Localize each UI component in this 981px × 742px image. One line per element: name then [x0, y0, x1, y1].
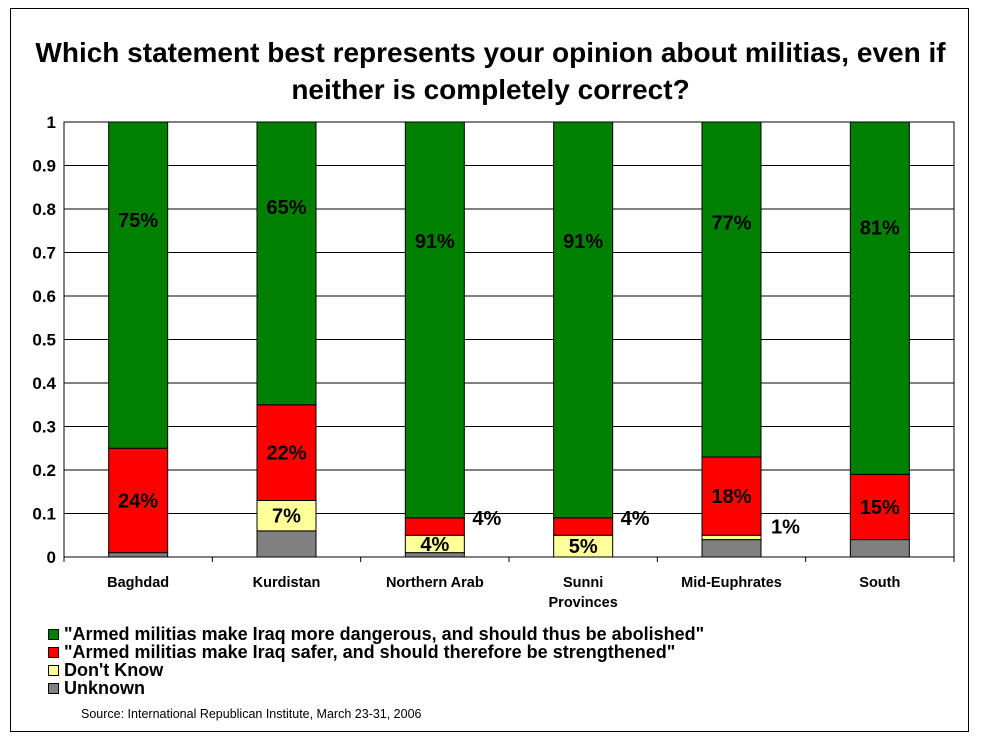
y-tick-label: 0.4	[32, 374, 56, 393]
legend-label-abolish: "Armed militias make Iraq more dangerous…	[64, 624, 705, 644]
bar-segment	[701, 121, 762, 458]
y-tick-label: 0	[47, 548, 56, 567]
chart-frame	[10, 8, 969, 732]
legend-swatch-yellow	[48, 664, 59, 676]
bar-segment	[553, 517, 614, 536]
legend-item-strengthen: "Armed militias make Iraq safer, and sho…	[48, 643, 704, 661]
x-category-label: Baghdad	[107, 575, 169, 591]
bar-segment	[849, 539, 910, 558]
data-label-dont-know: 1%	[771, 516, 800, 538]
y-tick-label: 0.5	[32, 331, 56, 350]
bar-segment	[701, 534, 762, 541]
data-label-strengthen: 4%	[621, 508, 650, 530]
x-category-label: Northern Arab	[386, 575, 484, 591]
y-tick-label: 0.6	[32, 287, 56, 306]
legend-swatch-green	[48, 628, 59, 640]
bar-segment	[256, 121, 317, 406]
data-label-abolish: 91%	[415, 231, 455, 253]
bar-segment	[108, 552, 169, 558]
y-tick-label: 0.2	[32, 461, 56, 480]
bar-segment	[849, 121, 910, 475]
legend-label-dont-know: Don't Know	[64, 660, 164, 680]
data-label-dont-know: 5%	[569, 536, 598, 558]
data-label-abolish: 75%	[118, 210, 158, 232]
bar-segment	[256, 530, 317, 558]
data-label-strengthen: 18%	[711, 486, 751, 508]
chart-legend: "Armed militias make Iraq more dangerous…	[48, 625, 704, 697]
bar-segment	[256, 404, 317, 501]
chart-title: Which statement best represents your opi…	[35, 37, 946, 105]
y-tick-label: 0.3	[32, 418, 56, 437]
legend-item-abolish: "Armed militias make Iraq more dangerous…	[48, 625, 704, 643]
legend-item-unknown: Unknown	[48, 679, 704, 697]
bar-segment	[404, 121, 465, 519]
data-label-strengthen: 4%	[472, 508, 501, 530]
y-tick-label: 1	[47, 113, 56, 132]
bar-segment	[701, 539, 762, 558]
data-label-abolish: 65%	[266, 197, 306, 219]
data-label-strengthen: 15%	[860, 497, 900, 519]
x-category-label: Mid-Euphrates	[681, 575, 782, 591]
bar-segment	[256, 499, 317, 532]
data-label-abolish: 77%	[711, 212, 751, 234]
data-label-dont-know: 4%	[420, 534, 449, 556]
y-tick-label: 0.8	[32, 200, 56, 219]
y-tick-label: 0.7	[32, 244, 56, 263]
legend-swatch-red	[48, 646, 59, 658]
bar-segment	[553, 121, 614, 519]
legend-item-dont-know: Don't Know	[48, 661, 704, 679]
x-category-label: Provinces	[549, 595, 618, 611]
data-label-abolish: 81%	[860, 218, 900, 240]
x-category-label: Kurdistan	[253, 575, 321, 591]
data-label-strengthen: 24%	[118, 490, 158, 512]
bar-segment	[108, 121, 169, 449]
y-tick-label: 0.9	[32, 157, 56, 176]
bar-segment	[404, 517, 465, 536]
data-label-strengthen: 22%	[266, 443, 306, 465]
y-tick-label: 0.1	[32, 505, 56, 524]
data-label-abolish: 91%	[563, 231, 603, 253]
legend-label-strengthen: "Armed militias make Iraq safer, and sho…	[64, 642, 676, 662]
x-category-label: Sunni	[563, 575, 603, 591]
data-label-dont-know: 7%	[272, 506, 301, 528]
legend-label-unknown: Unknown	[64, 678, 145, 698]
bar-segment	[108, 447, 169, 554]
bar-segment	[701, 456, 762, 536]
source-note: Source: International Republican Institu…	[81, 707, 422, 721]
legend-swatch-gray	[48, 682, 59, 694]
x-category-label: South	[859, 575, 900, 591]
